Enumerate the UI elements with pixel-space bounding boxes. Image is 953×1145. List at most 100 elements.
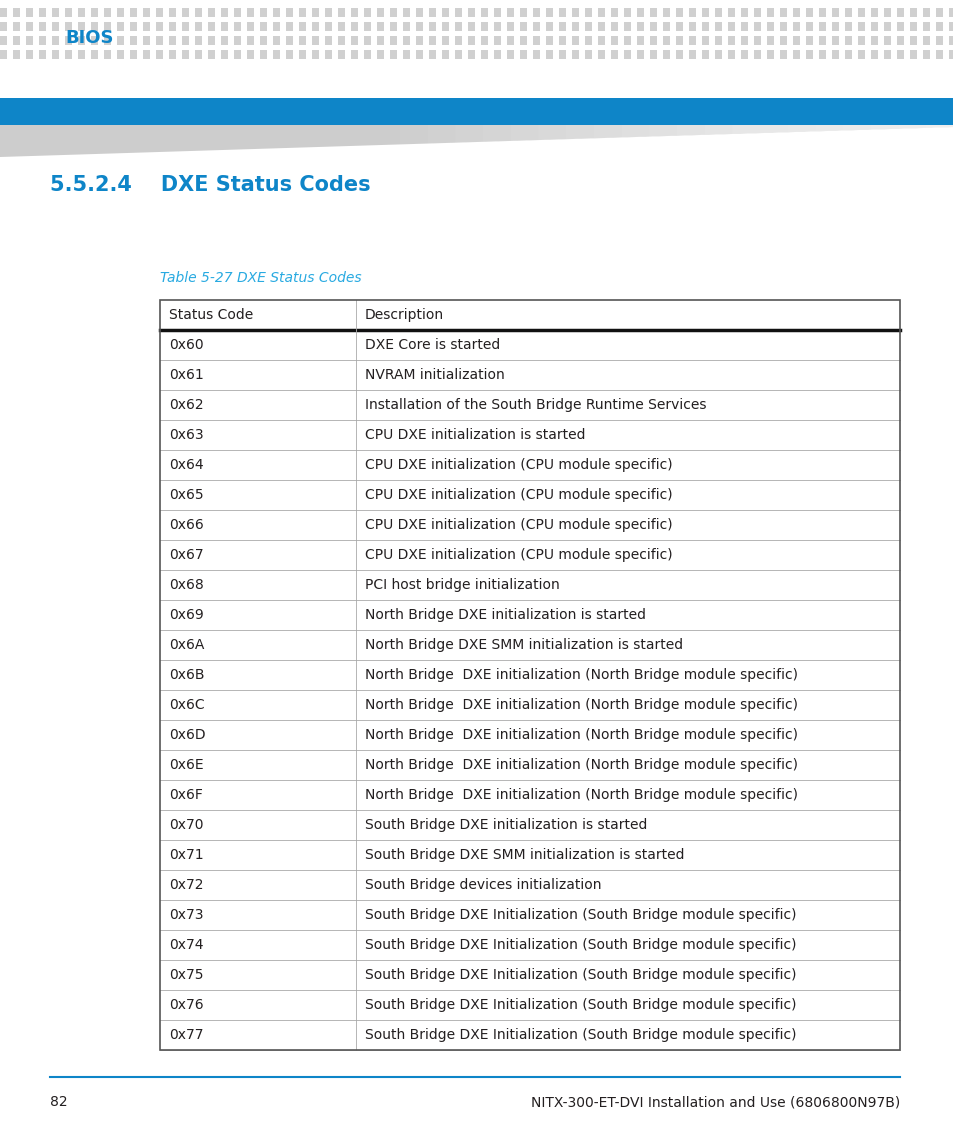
Bar — [649, 50, 657, 60]
Bar — [156, 22, 163, 31]
Bar — [286, 22, 293, 31]
Text: Installation of the South Bridge Runtime Services: Installation of the South Bridge Runtime… — [365, 398, 706, 412]
Bar — [623, 8, 630, 17]
Text: 0x64: 0x64 — [169, 458, 203, 472]
Bar — [883, 50, 890, 60]
Bar — [468, 50, 475, 60]
Text: South Bridge DXE initialization is started: South Bridge DXE initialization is start… — [365, 818, 647, 832]
Bar — [598, 35, 604, 45]
Bar — [923, 35, 929, 45]
Bar — [273, 35, 280, 45]
Text: 0x70: 0x70 — [169, 818, 203, 832]
Bar — [0, 98, 953, 125]
Bar — [429, 22, 436, 31]
Text: 0x65: 0x65 — [169, 488, 203, 502]
Bar — [701, 50, 708, 60]
Bar — [740, 8, 747, 17]
Bar — [688, 22, 696, 31]
Bar — [273, 22, 280, 31]
Bar — [233, 8, 241, 17]
Bar — [844, 35, 851, 45]
Bar — [805, 35, 812, 45]
Bar — [494, 8, 500, 17]
Bar — [662, 35, 669, 45]
Text: PCI host bridge initialization: PCI host bridge initialization — [365, 578, 559, 592]
Bar — [143, 35, 150, 45]
Bar — [870, 35, 877, 45]
Text: North Bridge  DXE initialization (North Bridge module specific): North Bridge DXE initialization (North B… — [365, 788, 798, 802]
Text: North Bridge  DXE initialization (North Bridge module specific): North Bridge DXE initialization (North B… — [365, 698, 798, 712]
Bar — [780, 35, 786, 45]
Text: 0x74: 0x74 — [169, 938, 203, 951]
Text: 0x67: 0x67 — [169, 548, 203, 562]
Bar — [91, 50, 98, 60]
Bar — [935, 8, 942, 17]
Bar — [870, 22, 877, 31]
Bar — [402, 22, 410, 31]
Bar — [182, 22, 189, 31]
Text: 5.5.2.4    DXE Status Codes: 5.5.2.4 DXE Status Codes — [50, 175, 370, 195]
Bar — [818, 50, 825, 60]
Bar — [143, 22, 150, 31]
Text: CPU DXE initialization is started: CPU DXE initialization is started — [365, 428, 585, 442]
Bar — [948, 22, 953, 31]
Text: 0x6A: 0x6A — [169, 638, 204, 652]
Bar — [701, 35, 708, 45]
Bar — [0, 50, 7, 60]
Bar — [896, 50, 903, 60]
Text: 0x68: 0x68 — [169, 578, 204, 592]
Bar — [65, 8, 71, 17]
Polygon shape — [455, 125, 953, 157]
Bar — [909, 35, 916, 45]
Bar — [104, 35, 111, 45]
Text: North Bridge DXE SMM initialization is started: North Bridge DXE SMM initialization is s… — [365, 638, 682, 652]
Bar — [780, 8, 786, 17]
Bar — [883, 8, 890, 17]
Bar — [780, 50, 786, 60]
Text: DXE Core is started: DXE Core is started — [365, 338, 499, 352]
Bar — [0, 8, 7, 17]
Bar — [52, 8, 59, 17]
Bar — [39, 50, 46, 60]
Text: South Bridge DXE Initialization (South Bridge module specific): South Bridge DXE Initialization (South B… — [365, 968, 796, 982]
Bar — [805, 22, 812, 31]
Bar — [221, 50, 228, 60]
Bar — [26, 22, 33, 31]
Bar — [376, 50, 384, 60]
Bar — [286, 50, 293, 60]
Bar — [558, 50, 565, 60]
Bar — [676, 50, 682, 60]
Bar — [676, 35, 682, 45]
Bar — [935, 50, 942, 60]
Bar — [39, 8, 46, 17]
Bar — [766, 35, 773, 45]
Polygon shape — [842, 125, 953, 157]
Bar — [792, 22, 800, 31]
Bar — [831, 50, 838, 60]
Bar — [416, 50, 422, 60]
Bar — [831, 22, 838, 31]
Bar — [519, 22, 526, 31]
Text: North Bridge DXE initialization is started: North Bridge DXE initialization is start… — [365, 608, 645, 622]
Bar — [701, 8, 708, 17]
Bar — [169, 50, 175, 60]
Bar — [857, 35, 864, 45]
Bar — [91, 8, 98, 17]
Bar — [676, 22, 682, 31]
Polygon shape — [870, 125, 953, 157]
Bar — [533, 8, 539, 17]
Bar — [455, 35, 461, 45]
Bar — [130, 35, 137, 45]
Bar — [753, 35, 760, 45]
Bar — [857, 50, 864, 60]
Bar — [870, 8, 877, 17]
Bar — [351, 50, 357, 60]
Bar — [130, 8, 137, 17]
Bar — [805, 50, 812, 60]
Bar — [117, 35, 124, 45]
Bar — [649, 8, 657, 17]
Bar — [78, 35, 85, 45]
Bar — [455, 8, 461, 17]
Bar — [429, 8, 436, 17]
Bar — [26, 50, 33, 60]
